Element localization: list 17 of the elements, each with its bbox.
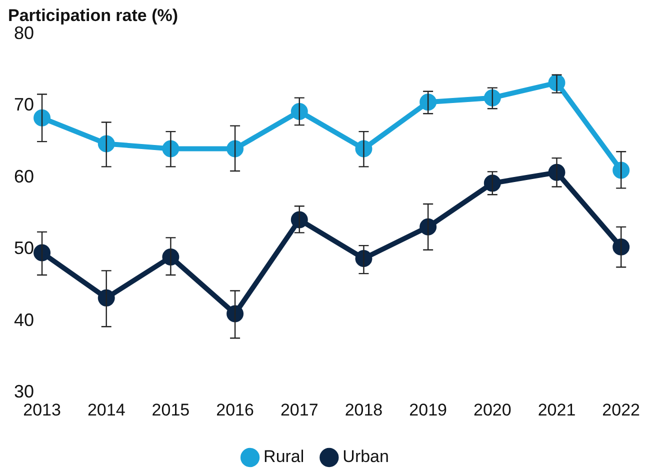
- legend-label: Rural: [264, 447, 304, 466]
- x-tick-label: 2014: [87, 400, 126, 420]
- x-tick-label: 2021: [538, 400, 576, 420]
- x-tick-label: 2016: [216, 400, 254, 420]
- legend-label: Urban: [342, 447, 389, 466]
- y-tick-label: 50: [14, 238, 34, 258]
- x-tick-label: 2020: [473, 400, 512, 420]
- y-tick-label: 30: [14, 382, 34, 402]
- x-tick-label: 2022: [602, 400, 640, 420]
- x-tick-label: 2013: [23, 400, 61, 420]
- x-tick-label: 2017: [280, 400, 318, 420]
- x-tick-label: 2019: [409, 400, 447, 420]
- y-tick-label: 70: [14, 94, 34, 115]
- x-tick-label: 2015: [152, 400, 190, 420]
- x-tick-label: 2018: [344, 400, 383, 420]
- y-tick-label: 60: [14, 166, 34, 186]
- y-tick-label: 40: [14, 310, 34, 330]
